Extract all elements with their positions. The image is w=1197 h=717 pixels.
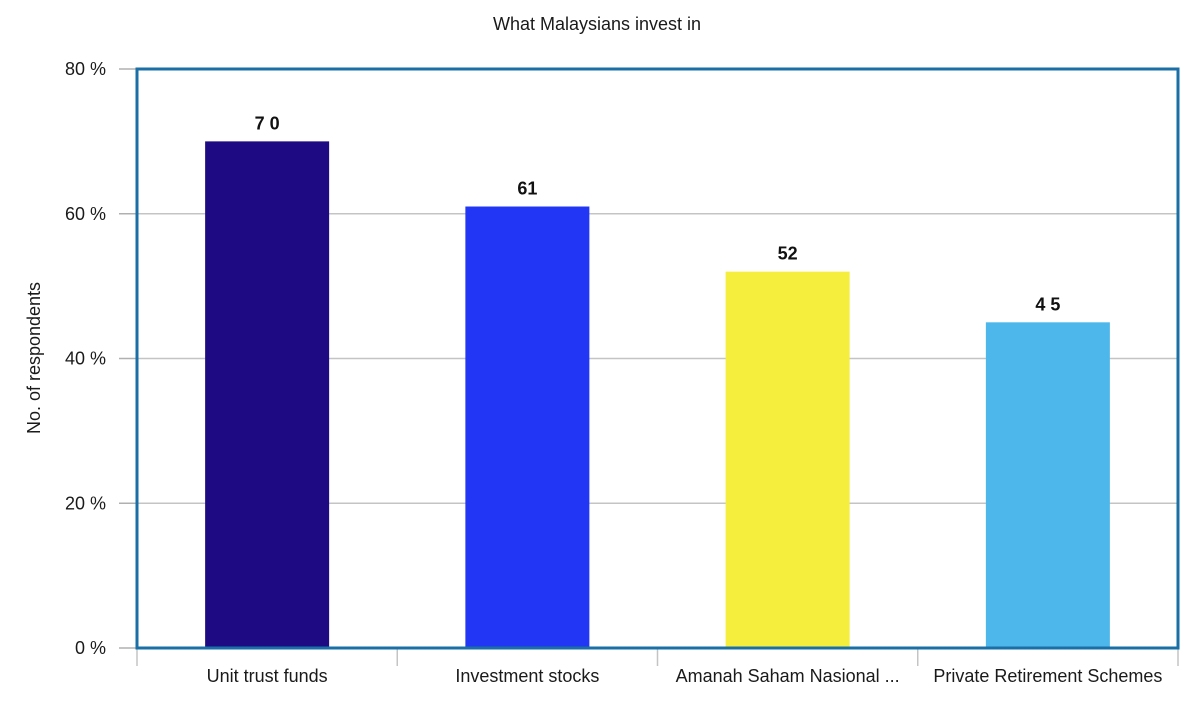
plot-area-border bbox=[135, 67, 1180, 650]
x-tick-label: Unit trust funds bbox=[207, 666, 328, 686]
bar bbox=[725, 271, 850, 648]
data-labels: 7 0 61 52 4 5 bbox=[255, 113, 1061, 314]
y-tick-label: 0 % bbox=[75, 638, 106, 658]
y-tick-label: 20 % bbox=[65, 493, 106, 513]
bars bbox=[205, 141, 1110, 648]
y-axis-ticks: 0 % 20 % 40 % 60 % 80 % bbox=[65, 59, 137, 658]
data-label: 52 bbox=[778, 244, 798, 264]
bar bbox=[985, 322, 1110, 648]
y-tick-label: 80 % bbox=[65, 59, 106, 79]
x-tick-label: Investment stocks bbox=[455, 666, 599, 686]
x-tick-label: Amanah Saham Nasional ... bbox=[676, 666, 900, 686]
y-tick-label: 60 % bbox=[65, 204, 106, 224]
y-axis-label: No. of respondents bbox=[24, 282, 44, 434]
data-label: 4 5 bbox=[1035, 294, 1060, 314]
x-axis-ticks: Unit trust funds Investment stocks Amanah … bbox=[136, 648, 1179, 686]
x-tick-label: Private Retirement Schemes bbox=[933, 666, 1162, 686]
data-label: 7 0 bbox=[255, 113, 280, 133]
chart-title: What Malaysians invest in bbox=[493, 14, 701, 34]
data-label: 61 bbox=[517, 179, 537, 199]
y-tick-label: 40 % bbox=[65, 349, 106, 369]
bar bbox=[465, 206, 590, 648]
bar bbox=[205, 141, 330, 648]
